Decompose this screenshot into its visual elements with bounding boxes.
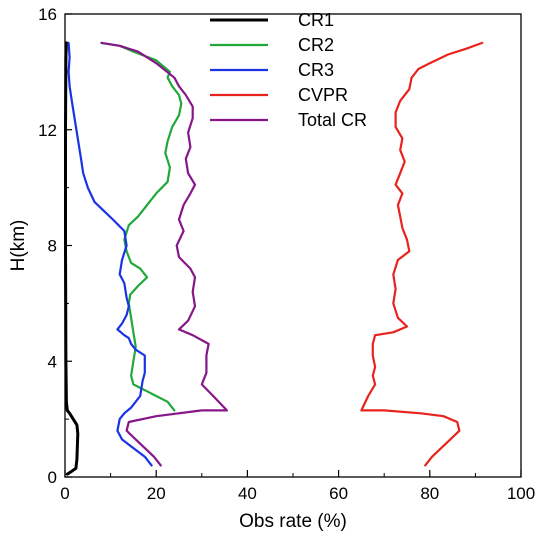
series-line-cr1 bbox=[64, 41, 80, 476]
x-tick-label: 60 bbox=[329, 484, 348, 503]
series-line-cvpr bbox=[360, 41, 484, 467]
y-axis-label: H(km) bbox=[8, 220, 29, 272]
legend-label-total-cr: Total CR bbox=[298, 110, 367, 130]
y-tick-label: 12 bbox=[38, 121, 57, 140]
x-tick-label: 100 bbox=[507, 484, 535, 503]
series-line-total-cr bbox=[100, 41, 228, 467]
x-axis-label: Obs rate (%) bbox=[239, 511, 347, 532]
y-tick-label: 16 bbox=[38, 5, 57, 24]
plot-frame bbox=[64, 13, 522, 478]
y-tick-label: 8 bbox=[48, 237, 57, 256]
legend: CR1 CR2 CR3 CVPR Total CR bbox=[210, 10, 367, 130]
series-layer bbox=[64, 41, 484, 476]
legend-label-cr2: CR2 bbox=[298, 35, 334, 55]
x-tick-label: 0 bbox=[60, 484, 69, 503]
y-tick-label: 4 bbox=[48, 352, 57, 371]
x-tick-label: 20 bbox=[147, 484, 166, 503]
legend-label-cr1: CR1 bbox=[298, 10, 334, 30]
axes-layer: 0 20 40 60 80 100 0 4 8 12 16 bbox=[38, 5, 535, 503]
legend-label-cr3: CR3 bbox=[298, 60, 334, 80]
series-line-cr2 bbox=[100, 41, 183, 412]
legend-label-cvpr: CVPR bbox=[298, 85, 348, 105]
x-tick-label: 80 bbox=[420, 484, 439, 503]
series-line-cr3 bbox=[67, 41, 153, 467]
x-tick-label: 40 bbox=[238, 484, 257, 503]
y-tick-label: 0 bbox=[48, 468, 57, 487]
